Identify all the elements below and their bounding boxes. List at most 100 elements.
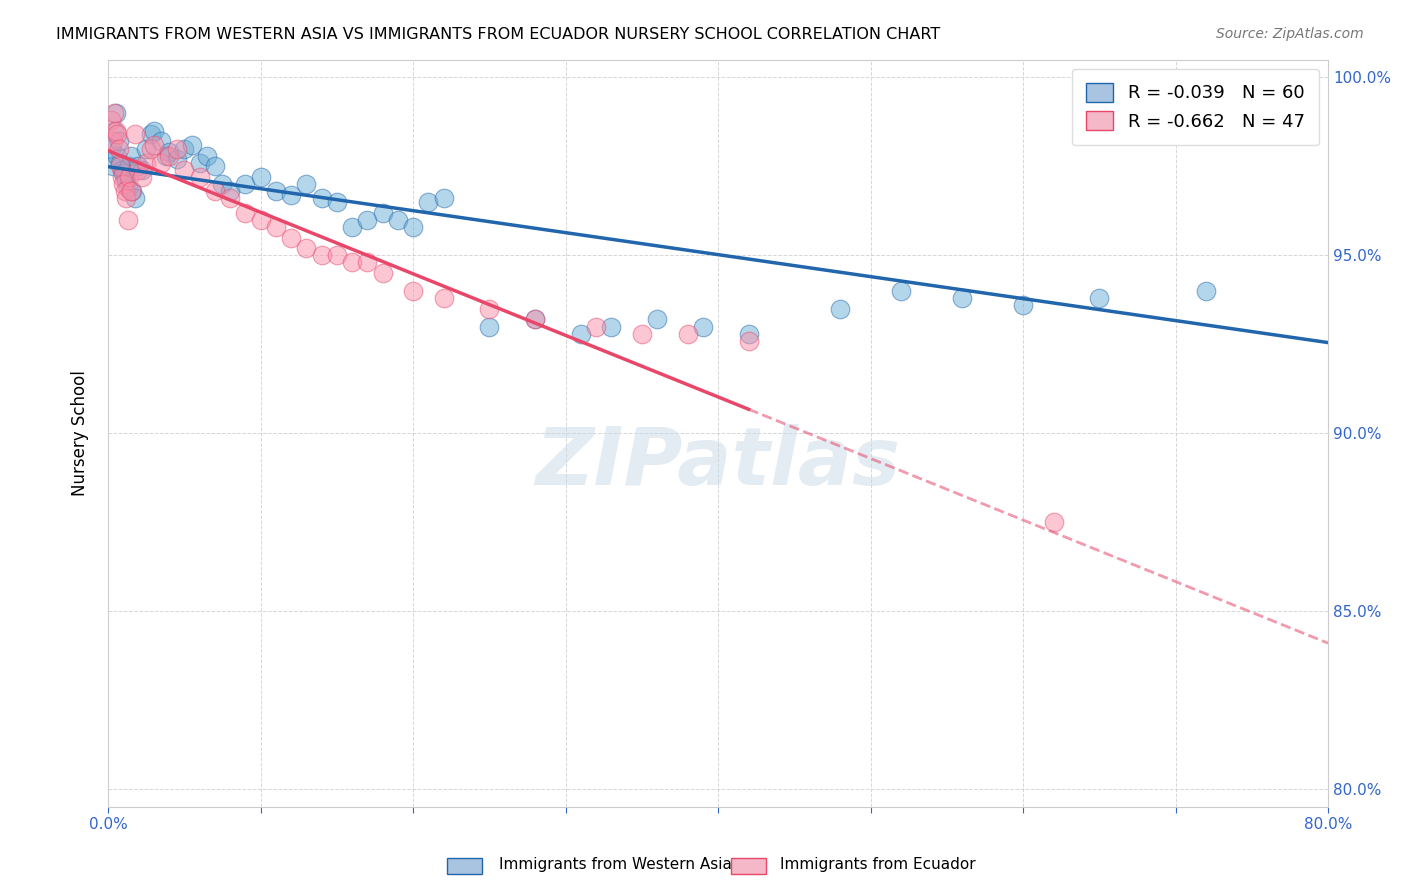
Point [264,184,287,198]
Point [101,160,124,174]
Point [139,142,162,156]
Text: Immigrants from Ecuador: Immigrants from Ecuador [780,857,976,872]
Point [280,187,302,202]
Point [115,191,138,205]
Point [108,156,131,170]
Point [173,163,195,178]
Point [524,312,547,326]
Point [105,149,128,163]
Point [645,312,668,326]
Point [100,113,122,128]
Point [103,124,125,138]
Point [249,169,271,184]
Point [108,160,131,174]
Point [233,205,256,219]
Point [157,145,180,160]
Point [1195,284,1218,298]
Point [150,135,173,149]
Point [1340,711,1362,725]
Point [107,142,129,156]
Point [311,248,333,262]
Point [418,194,440,209]
Point [104,106,127,120]
Point [387,212,409,227]
Y-axis label: Nursery School: Nursery School [72,370,89,496]
Point [524,312,547,326]
Point [166,142,188,156]
Point [204,160,226,174]
Point [585,319,607,334]
Point [371,266,394,280]
Text: Immigrants from Western Asia: Immigrants from Western Asia [499,857,733,872]
Point [142,124,165,138]
Point [326,194,349,209]
Point [142,138,165,153]
Point [150,156,173,170]
Point [340,255,363,269]
Point [128,163,150,178]
Point [118,160,141,174]
Point [950,291,973,305]
Point [311,191,333,205]
Text: ZIPatlas: ZIPatlas [536,425,901,502]
Point [569,326,592,341]
Point [166,153,188,167]
Point [280,230,302,244]
Point [128,160,150,174]
Point [195,149,218,163]
Point [157,149,180,163]
Point [155,149,177,163]
Point [188,156,211,170]
Point [112,166,135,180]
Point [676,326,699,341]
Point [478,301,501,316]
Point [233,177,256,191]
Point [139,128,162,142]
Point [188,169,211,184]
Point [219,191,242,205]
Point [112,177,135,191]
Point [219,184,242,198]
Point [1088,291,1111,305]
Point [402,284,425,298]
Text: IMMIGRANTS FROM WESTERN ASIA VS IMMIGRANTS FROM ECUADOR NURSERY SCHOOL CORRELATI: IMMIGRANTS FROM WESTERN ASIA VS IMMIGRAN… [56,27,941,42]
Point [326,248,349,262]
Point [295,241,318,255]
Legend: R = -0.039   N = 60, R = -0.662   N = 47: R = -0.039 N = 60, R = -0.662 N = 47 [1071,69,1319,145]
Point [295,177,318,191]
Point [371,205,394,219]
Point [117,212,139,227]
Point [402,219,425,234]
Point [692,319,714,334]
Point [737,334,759,348]
Point [1012,298,1035,312]
Point [432,191,454,205]
Point [173,142,195,156]
Point [1256,78,1278,92]
Point [890,284,912,298]
Point [249,212,271,227]
Point [828,301,851,316]
Point [600,319,623,334]
Point [105,128,128,142]
Point [120,149,142,163]
Point [264,219,287,234]
Point [211,177,233,191]
Point [121,184,143,198]
Point [356,212,378,227]
Text: Source: ZipAtlas.com: Source: ZipAtlas.com [1216,27,1364,41]
Point [114,169,136,184]
Point [103,106,125,120]
Point [118,169,141,184]
Point [114,184,136,198]
Point [111,169,134,184]
Point [204,184,226,198]
Point [432,291,454,305]
Point [340,219,363,234]
Point [111,163,134,178]
Point [630,326,652,341]
Point [131,169,153,184]
Point [737,326,759,341]
Point [124,191,146,205]
Point [1042,515,1064,529]
